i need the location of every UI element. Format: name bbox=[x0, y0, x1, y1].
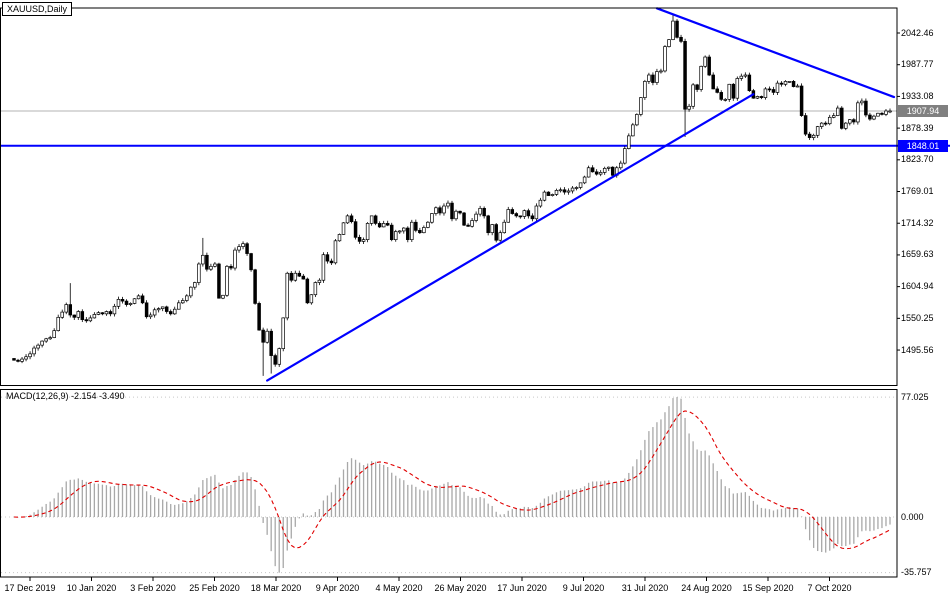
time-axis-label: 3 Feb 2020 bbox=[130, 583, 176, 593]
time-axis-label: 26 May 2020 bbox=[434, 583, 487, 593]
horizontal-line-price-tag: 1848.01 bbox=[898, 139, 948, 152]
time-axis-label: 24 Aug 2020 bbox=[681, 583, 732, 593]
price-scale-label: 2042.46 bbox=[901, 27, 934, 38]
time-axis-label: 17 Dec 2019 bbox=[4, 583, 56, 593]
price-scale-label: 1878.39 bbox=[901, 122, 934, 133]
time-axis-label: 31 Jul 2020 bbox=[621, 583, 669, 593]
time-axis-label: 25 Feb 2020 bbox=[189, 583, 240, 593]
macd-indicator-label: MACD(12,26,9) -2.154 -3.490 bbox=[6, 391, 125, 401]
symbol-timeframe-label: XAUUSD,Daily bbox=[2, 2, 73, 16]
time-axis-label: 10 Jan 2020 bbox=[66, 583, 117, 593]
price-scale-label: 1714.32 bbox=[901, 217, 934, 228]
price-scale-label: 1659.63 bbox=[901, 249, 934, 260]
price-scale-label: 1550.25 bbox=[901, 312, 934, 323]
time-axis-label: 9 Jul 2020 bbox=[562, 583, 605, 593]
current-price-tag: 1907.94 bbox=[898, 104, 948, 117]
price-scale-label: 1933.08 bbox=[901, 90, 934, 101]
price-scale-label: 1604.94 bbox=[901, 281, 934, 292]
price-scale-label: 1823.70 bbox=[901, 154, 934, 165]
time-axis-label: 18 Mar 2020 bbox=[250, 583, 302, 593]
macd-scale-label: -35.757 bbox=[901, 567, 932, 578]
time-axis-label: 9 Apr 2020 bbox=[315, 583, 360, 593]
macd-scale-label: 0.000 bbox=[901, 511, 924, 522]
time-axis-label: 15 Sep 2020 bbox=[742, 583, 794, 593]
price-scale-label: 1769.01 bbox=[901, 186, 934, 197]
time-axis-label: 7 Oct 2020 bbox=[807, 583, 852, 593]
time-axis-label: 4 May 2020 bbox=[375, 583, 423, 593]
price-scale-label: 1987.77 bbox=[901, 59, 934, 70]
macd-scale-label: 77.025 bbox=[901, 391, 929, 402]
time-axis-label: 17 Jun 2020 bbox=[497, 583, 547, 593]
price-scale-label: 1495.56 bbox=[901, 344, 934, 355]
